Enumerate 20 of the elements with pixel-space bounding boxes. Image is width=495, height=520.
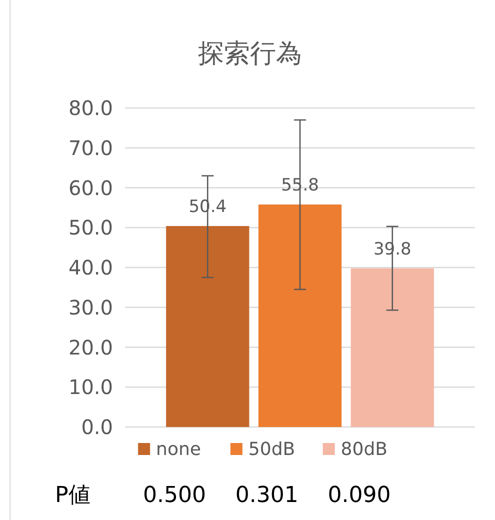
legend-label: 80dB: [340, 439, 388, 460]
y-tick-label: 70.0: [68, 136, 113, 160]
bar: [350, 268, 434, 427]
text: 0.301: [235, 483, 298, 508]
text: 0.500: [143, 483, 206, 508]
legend-label: 50dB: [248, 439, 296, 460]
legend-label: none: [156, 439, 201, 460]
y-tick-label: 80.0: [68, 96, 113, 120]
y-tick-label: 10.0: [68, 375, 113, 400]
text: 0.090: [328, 483, 391, 508]
y-tick-label: 50.0: [68, 216, 113, 240]
y-tick-label: 40.0: [68, 256, 113, 280]
y-tick-label: 0.0: [81, 415, 113, 439]
text: P値: [55, 483, 90, 508]
bar: [258, 204, 342, 427]
y-tick-label: 60.0: [68, 176, 113, 200]
y-tick-label: 30.0: [68, 295, 113, 320]
y-tick-label: 20.0: [68, 335, 113, 360]
bar: [166, 226, 250, 427]
chart-title: 探索行為: [198, 39, 302, 69]
